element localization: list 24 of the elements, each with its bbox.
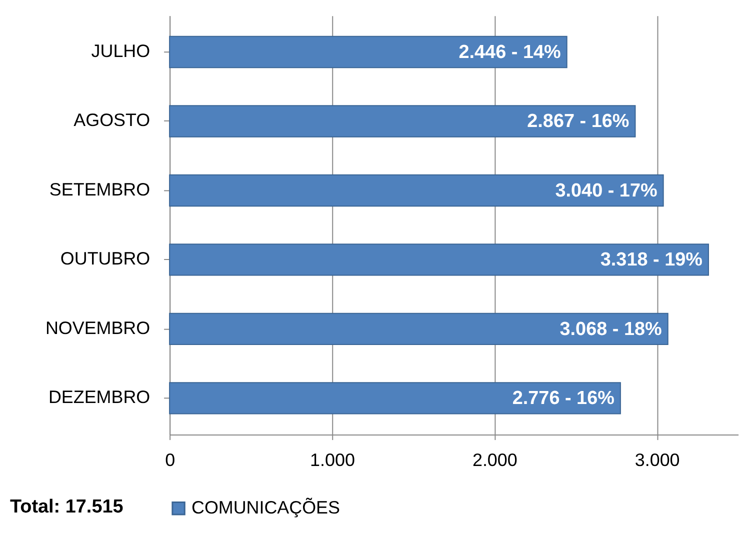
- bar: [169, 312, 668, 346]
- y-tick-label: NOVEMBRO: [45, 318, 150, 338]
- y-tick-label: JULHO: [91, 40, 150, 61]
- bar: [169, 36, 568, 68]
- bar: [169, 174, 664, 207]
- x-tick-label: 0: [165, 450, 176, 470]
- x-tick-label: 2.000: [472, 450, 518, 470]
- y-tick-label: AGOSTO: [74, 110, 150, 130]
- data-label: 3.318 - 19%: [600, 250, 703, 271]
- y-tick-label: DEZEMBRO: [48, 387, 150, 408]
- bar: [169, 244, 709, 276]
- data-label: 2.867 - 16%: [527, 111, 630, 132]
- data-label: 3.040 - 17%: [555, 180, 658, 202]
- text: Total: 17.515: [10, 496, 124, 518]
- y-tick-label: SETEMBRO: [49, 179, 150, 200]
- data-label: 2.446 - 14%: [458, 42, 562, 63]
- data-label: 2.776 - 16%: [512, 388, 615, 410]
- legend-label: COMUNICAÇÕES: [191, 497, 340, 518]
- data-label: 3.068 - 18%: [560, 318, 662, 340]
- bar: [169, 382, 621, 414]
- x-tick-label: 3.000: [634, 450, 680, 470]
- x-tick-label: 1.000: [310, 450, 355, 470]
- y-tick-label: OUTUBRO: [60, 248, 150, 269]
- bar: [169, 105, 636, 138]
